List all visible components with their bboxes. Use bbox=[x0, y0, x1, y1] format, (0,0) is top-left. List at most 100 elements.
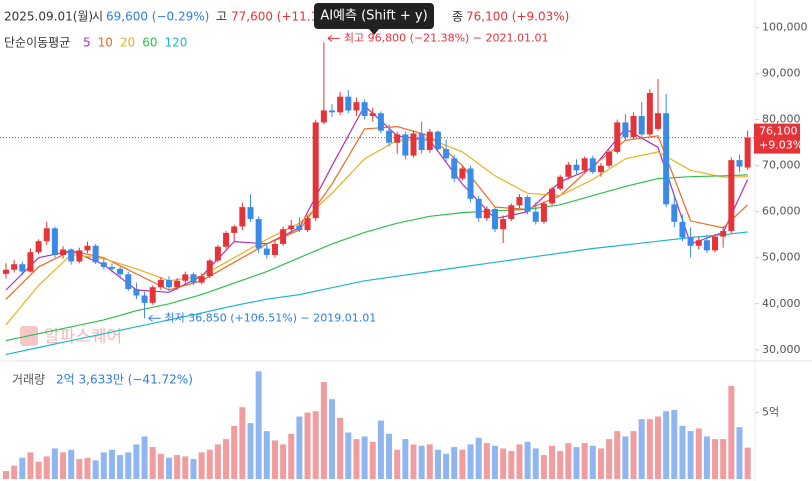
candle-body bbox=[280, 229, 287, 244]
candle-body bbox=[206, 260, 213, 277]
y-tick-label: 40,000 bbox=[762, 297, 801, 310]
candle-body bbox=[68, 249, 75, 262]
open-value: 69,600 (−0.29%) bbox=[106, 10, 209, 24]
open-label: 시 bbox=[92, 10, 103, 24]
candle-body bbox=[271, 243, 278, 255]
volume-bar bbox=[459, 449, 466, 479]
candle-body bbox=[581, 158, 588, 171]
volume-bar bbox=[84, 457, 91, 479]
volume-bar bbox=[630, 431, 637, 479]
candle-body bbox=[386, 130, 393, 143]
volume-bar bbox=[182, 456, 189, 479]
volume-bar bbox=[11, 465, 18, 479]
y-tick-label: 50,000 bbox=[762, 251, 801, 264]
candle-body bbox=[663, 113, 670, 205]
candle-body bbox=[630, 115, 637, 138]
candle-body bbox=[337, 96, 344, 113]
volume-bar bbox=[565, 443, 572, 479]
price-box bbox=[754, 123, 800, 154]
candle-body bbox=[255, 219, 262, 249]
volume-bar bbox=[117, 455, 124, 479]
volume-bar bbox=[76, 459, 83, 479]
volume-bar bbox=[60, 452, 67, 479]
candle-body bbox=[190, 274, 197, 283]
candle-body bbox=[239, 207, 246, 227]
volume-bar bbox=[255, 371, 262, 479]
candle-body bbox=[141, 295, 148, 303]
volume-bar bbox=[744, 447, 751, 479]
volume-bar bbox=[377, 420, 384, 479]
candle-body bbox=[736, 160, 743, 167]
candle-body bbox=[712, 236, 719, 251]
candle-body bbox=[27, 252, 34, 272]
candle-body bbox=[353, 102, 360, 111]
volume-bar bbox=[125, 452, 132, 479]
legend-entry: 20 bbox=[120, 36, 135, 50]
volume-bar bbox=[92, 460, 99, 479]
volume-bar bbox=[524, 441, 531, 479]
volume-bar bbox=[475, 437, 482, 479]
candle-body bbox=[263, 248, 270, 255]
candle-body bbox=[443, 149, 450, 159]
candle-body bbox=[418, 133, 425, 151]
candle-body bbox=[394, 134, 401, 143]
candle-body bbox=[92, 245, 99, 263]
volume-bar bbox=[402, 439, 409, 479]
candle-body bbox=[695, 240, 702, 246]
volume-bar bbox=[646, 419, 653, 479]
candle-body bbox=[540, 203, 547, 222]
candle-body bbox=[182, 274, 189, 281]
candle-body bbox=[451, 158, 458, 179]
ma-line bbox=[5, 174, 748, 342]
candle-body bbox=[214, 246, 221, 261]
candle-body bbox=[655, 113, 661, 129]
candle-body bbox=[198, 276, 205, 283]
close-value: 76,100 (+9.03%) bbox=[466, 10, 569, 24]
candle-body bbox=[361, 102, 368, 116]
candle-body bbox=[320, 110, 327, 123]
tooltip-arrow bbox=[369, 29, 379, 35]
volume-bar bbox=[418, 445, 425, 479]
volume-bar bbox=[606, 439, 613, 479]
price-change: +9.03% bbox=[759, 139, 803, 152]
high-arrow bbox=[327, 34, 340, 42]
volume-bar bbox=[728, 385, 735, 479]
volume-bar bbox=[492, 445, 498, 479]
candle-body bbox=[744, 137, 751, 168]
volume-bar bbox=[573, 447, 580, 479]
volume-bar bbox=[597, 448, 604, 479]
candle-body bbox=[703, 240, 710, 251]
candle-body bbox=[459, 168, 466, 179]
volume-bar bbox=[223, 439, 230, 479]
volume-bar bbox=[410, 444, 417, 479]
candle-body bbox=[614, 122, 621, 152]
candle-body bbox=[622, 122, 629, 138]
volume-bar bbox=[581, 443, 588, 479]
candle-body bbox=[687, 237, 694, 246]
volume-bar bbox=[695, 428, 702, 479]
candle-body bbox=[557, 176, 564, 189]
y-tick-label: 80,000 bbox=[762, 113, 801, 126]
candle-body bbox=[516, 196, 523, 206]
volume-bar bbox=[451, 447, 458, 479]
candle-body bbox=[638, 115, 645, 135]
candle-body bbox=[117, 268, 124, 275]
y-tick-label: 30,000 bbox=[762, 343, 801, 356]
candle-body bbox=[345, 96, 352, 111]
candle-body bbox=[524, 196, 531, 212]
candle-body bbox=[402, 134, 409, 156]
volume-bar bbox=[345, 432, 352, 479]
volume-bar bbox=[214, 444, 221, 479]
candle-body bbox=[133, 289, 140, 296]
volume-tick-label: 5억 bbox=[762, 406, 779, 419]
volume-bar bbox=[687, 431, 694, 479]
high-annotation: 최고 96,800 (−21.38%) − 2021.01.01 bbox=[344, 31, 549, 44]
candle-body bbox=[35, 241, 42, 253]
ma-line bbox=[5, 231, 748, 355]
low-arrow bbox=[148, 314, 161, 322]
candle-body bbox=[247, 207, 254, 220]
volume-bar bbox=[247, 423, 254, 479]
candle-body bbox=[166, 279, 172, 288]
